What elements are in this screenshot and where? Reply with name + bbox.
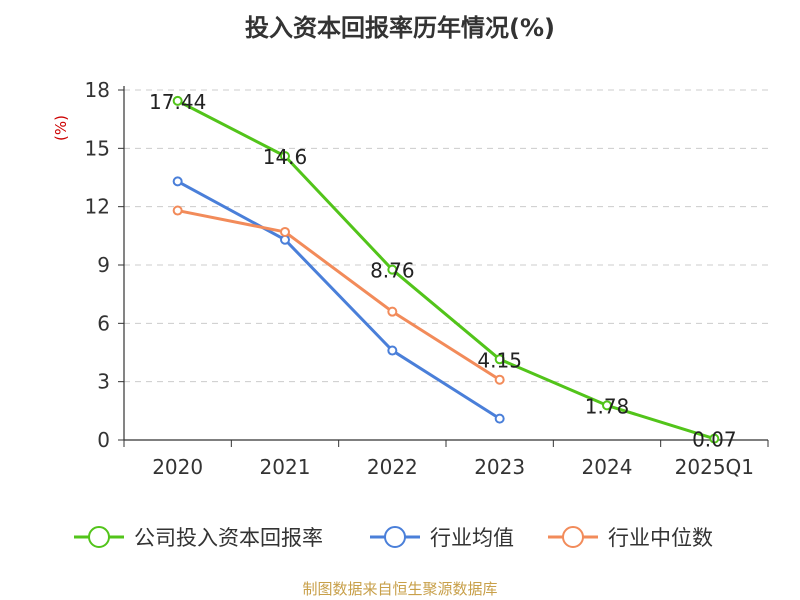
y-axis-label: (%) (52, 115, 70, 141)
x-tick-label: 2023 (474, 455, 525, 479)
legend-marker (88, 526, 110, 548)
legend-label: 行业均值 (430, 526, 514, 550)
data-point (494, 374, 505, 385)
data-label: 14.6 (263, 145, 308, 169)
legend-label: 公司投入资本回报率 (134, 526, 323, 550)
data-point (280, 151, 290, 162)
x-tick-label: 2024 (582, 455, 633, 479)
x-tick-label: 2022 (367, 455, 418, 479)
data-label: 1.78 (585, 394, 630, 418)
y-tick-label: 3 (97, 370, 110, 394)
data-point (494, 354, 505, 365)
y-tick-label: 12 (85, 195, 110, 219)
series-line (176, 99, 715, 441)
series-line (176, 180, 501, 420)
y-tick-label: 6 (97, 311, 110, 335)
data-labels: 17.44 14.6 8.76 4.15 1.78 0.07 (149, 90, 737, 452)
legend-marker (384, 526, 406, 548)
x-tick-label: 2025Q1 (675, 455, 754, 479)
y-tick-label: 18 (85, 78, 110, 102)
y-tick-label: 15 (85, 136, 110, 160)
x-tick-label: 2020 (152, 455, 203, 479)
data-point (387, 264, 398, 275)
y-tick-label: 0 (97, 428, 110, 452)
data-point (709, 433, 720, 444)
data-label: 8.76 (370, 259, 415, 283)
axes: 0 3 6 9 12 15 18 2020 2021 2022 2023 2024 2025Q1 (85, 78, 769, 479)
grid (124, 89, 768, 383)
legend-label: 行业中位数 (608, 526, 713, 550)
y-tick-label: 9 (97, 253, 110, 277)
series-lines (172, 95, 720, 444)
data-point (172, 95, 183, 106)
data-point (494, 413, 505, 424)
chart-title: 投入资本回报率历年情况(%) (245, 14, 555, 42)
legend-marker (562, 526, 584, 548)
data-point (387, 345, 398, 356)
data-point (172, 205, 183, 216)
data-point (280, 226, 290, 237)
legend: 公司投入资本回报率 行业均值 行业中位数 (74, 526, 713, 550)
data-label: 17.44 (149, 90, 206, 114)
data-point (172, 176, 183, 187)
x-tick-label: 2021 (260, 455, 311, 479)
data-label: 0.07 (692, 428, 737, 452)
data-point (602, 400, 612, 411)
data-point (387, 306, 398, 317)
source-note: 制图数据来自恒生聚源数据库 (302, 580, 497, 598)
series-line (177, 209, 501, 381)
data-label: 4.15 (477, 348, 522, 372)
